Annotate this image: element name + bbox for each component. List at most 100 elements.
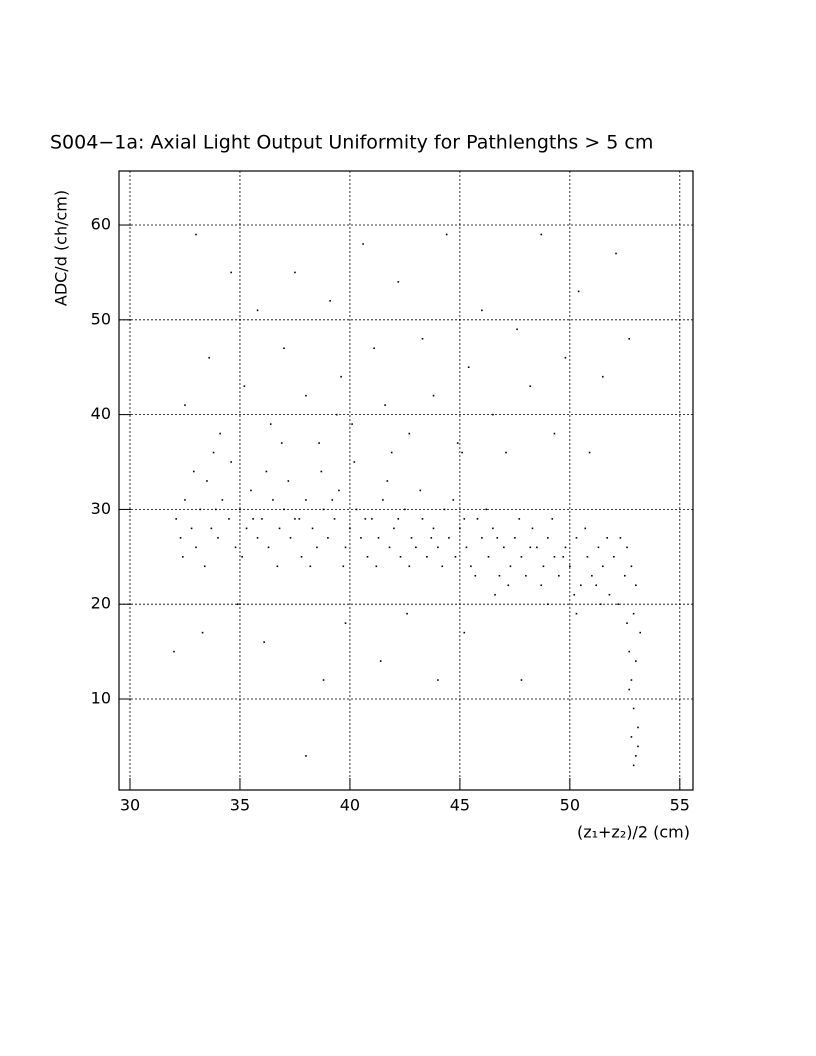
point: [397, 518, 400, 520]
point: [305, 499, 307, 501]
point: [327, 537, 329, 539]
point: [406, 612, 408, 615]
point: [505, 451, 507, 454]
point: [542, 565, 545, 568]
point: [399, 556, 402, 558]
point: [492, 527, 494, 530]
point: [300, 556, 303, 558]
point: [236, 603, 239, 606]
point: [331, 499, 334, 501]
point: [397, 281, 400, 283]
point: [184, 499, 186, 501]
point: [181, 556, 184, 558]
point: [408, 432, 411, 435]
point: [437, 679, 439, 681]
point: [184, 404, 186, 406]
point: [525, 574, 527, 577]
point: [573, 593, 576, 596]
point: [494, 593, 496, 596]
point: [529, 385, 532, 387]
point: [630, 565, 633, 568]
point: [322, 508, 325, 511]
point: [564, 546, 567, 549]
point: [628, 688, 631, 691]
point: [476, 518, 479, 520]
point: [564, 356, 567, 359]
point: [230, 271, 232, 274]
chart-title: S004−1a: Axial Light Output Uniformity f…: [50, 132, 653, 154]
point: [261, 518, 263, 520]
point: [294, 271, 296, 274]
point: [551, 518, 554, 520]
point: [256, 537, 259, 539]
y-tick-label: 40: [91, 404, 111, 423]
point: [448, 537, 450, 539]
point: [415, 546, 417, 549]
point: [619, 537, 622, 539]
point: [333, 518, 336, 520]
point: [316, 546, 318, 549]
point: [265, 470, 268, 473]
point: [373, 347, 375, 350]
point: [562, 556, 565, 558]
point: [474, 574, 477, 577]
point: [419, 489, 422, 492]
x-tick-label: 45: [450, 796, 470, 815]
point: [250, 489, 252, 492]
point: [635, 584, 637, 587]
point: [626, 622, 628, 624]
point: [599, 603, 602, 606]
x-tick-label: 40: [340, 796, 360, 815]
point: [252, 518, 254, 520]
point: [393, 527, 395, 530]
point: [228, 518, 230, 520]
point: [630, 679, 633, 681]
point: [349, 527, 351, 530]
point: [214, 508, 217, 511]
point: [558, 574, 560, 577]
point: [509, 565, 512, 568]
point: [221, 499, 224, 501]
point: [195, 233, 197, 236]
point: [630, 736, 633, 738]
point: [263, 641, 265, 643]
point: [382, 499, 384, 501]
point: [465, 546, 468, 549]
point: [230, 461, 232, 463]
point: [212, 451, 215, 454]
point: [520, 556, 523, 558]
point: [199, 508, 202, 511]
point: [360, 537, 362, 539]
point: [408, 565, 411, 568]
point: [588, 451, 591, 454]
y-axis-label: ADC/d (ch/cm): [52, 190, 71, 306]
point: [344, 622, 347, 624]
point: [192, 470, 195, 473]
point: [203, 565, 206, 568]
point: [443, 508, 446, 511]
point: [498, 574, 501, 577]
point: [335, 413, 338, 416]
point: [311, 527, 314, 530]
point: [595, 584, 598, 587]
point: [432, 527, 435, 530]
point: [441, 565, 444, 568]
point: [283, 347, 285, 350]
point: [340, 375, 342, 378]
point: [553, 556, 556, 558]
point: [461, 451, 463, 454]
point: [305, 755, 307, 757]
point: [190, 527, 193, 530]
point: [318, 442, 320, 444]
point: [219, 432, 221, 435]
point: [584, 527, 587, 530]
point: [617, 603, 620, 606]
point: [366, 556, 369, 558]
point: [608, 593, 611, 596]
point: [487, 556, 490, 558]
point: [628, 337, 631, 340]
point: [454, 556, 457, 558]
y-tick-label: 20: [91, 594, 111, 613]
point: [520, 679, 523, 681]
